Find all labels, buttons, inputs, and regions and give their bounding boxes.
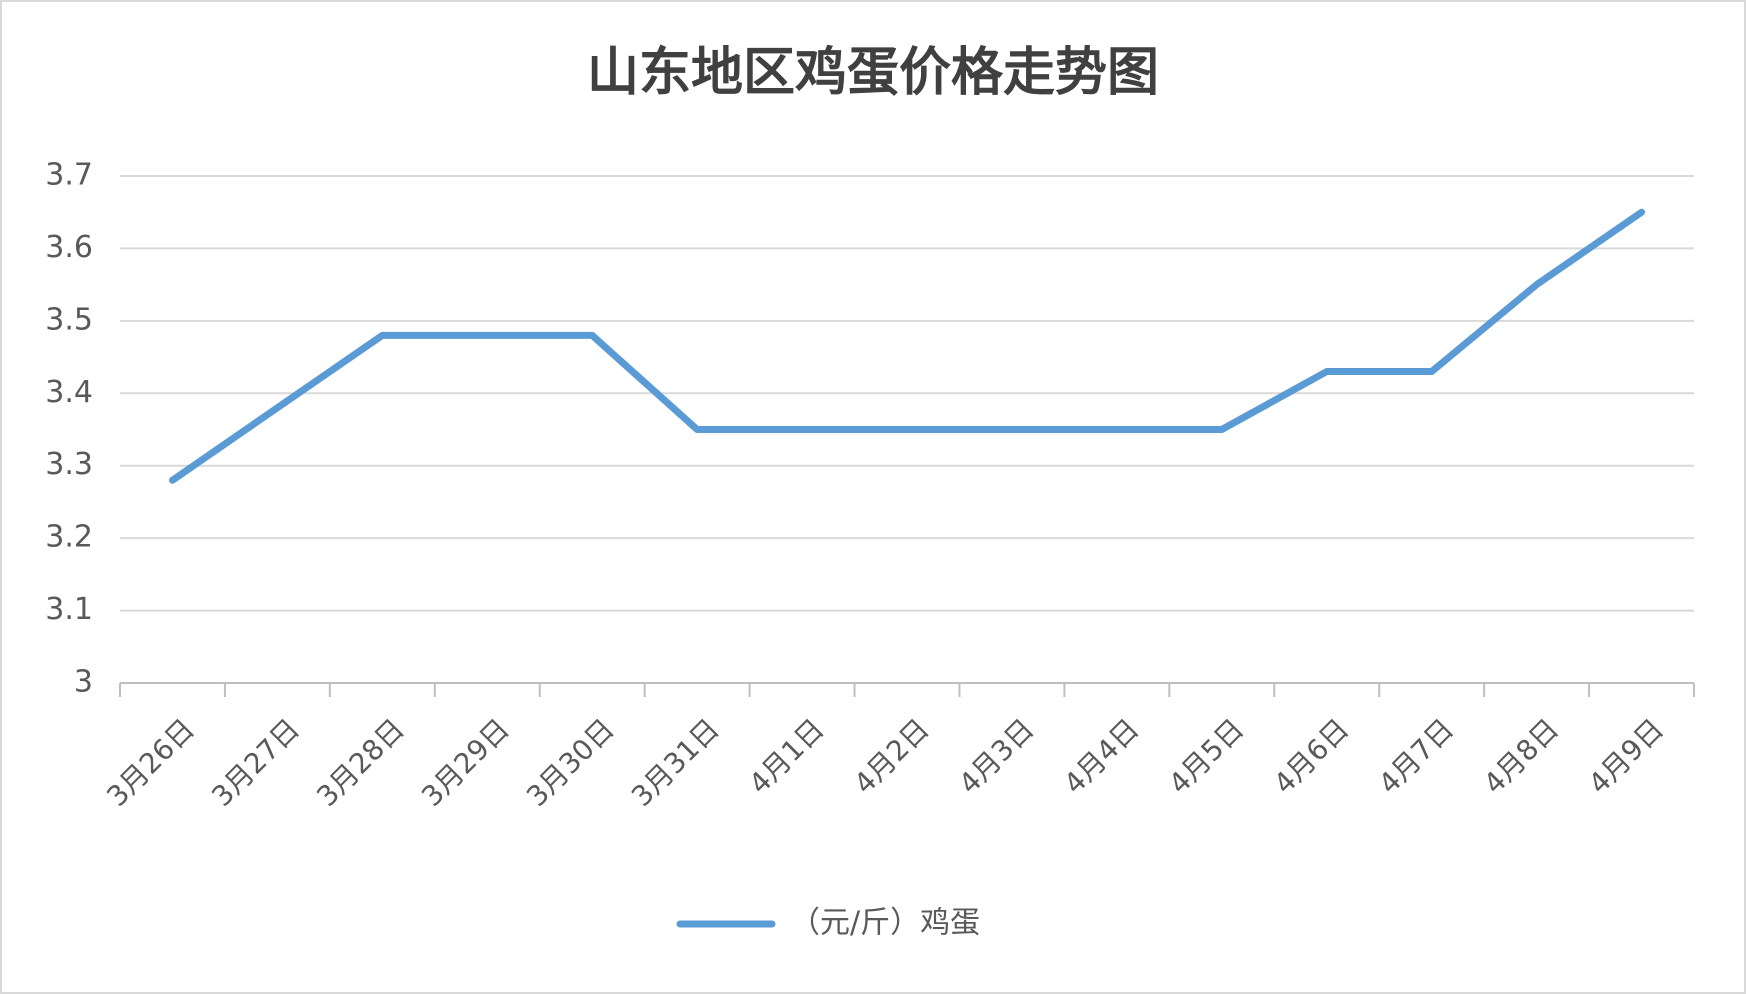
chart-title: 山东地区鸡蛋价格走势图	[587, 43, 1159, 103]
y-tick-label: 3.5	[45, 302, 93, 337]
legend-label: （元/斤）鸡蛋	[790, 906, 980, 941]
y-tick-label: 3.1	[45, 592, 93, 627]
y-tick-label: 3	[74, 665, 93, 700]
y-tick-label: 3.2	[45, 520, 93, 555]
line-series	[168, 208, 1646, 484]
y-tick-label: 3.6	[45, 230, 93, 265]
y-tick-label: 3.3	[45, 447, 93, 482]
y-tick-label: 3.4	[45, 375, 93, 410]
y-tick-label: 3.7	[45, 158, 93, 193]
